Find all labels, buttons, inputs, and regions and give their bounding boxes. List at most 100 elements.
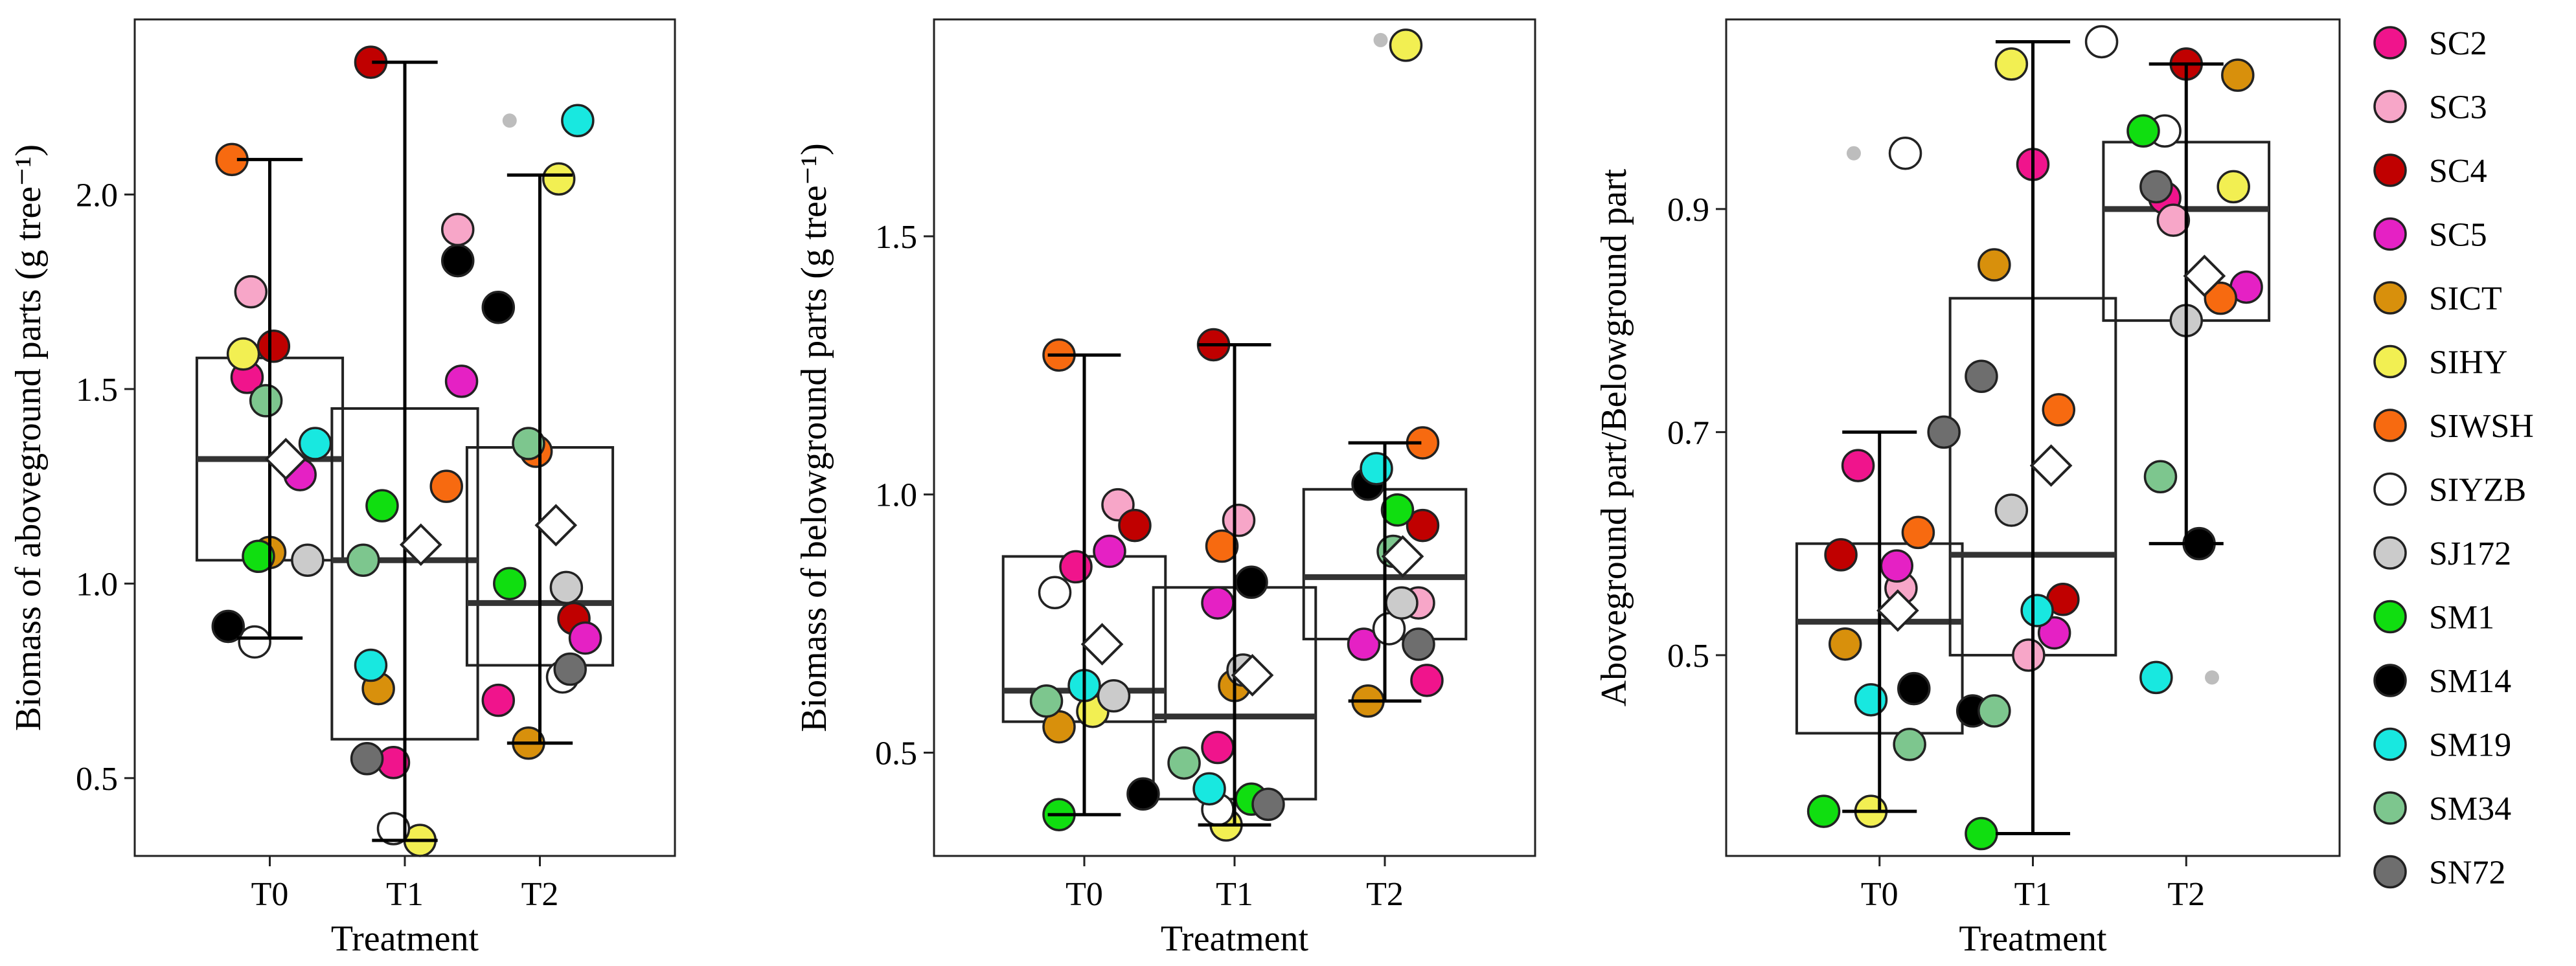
y-tick-label: 1.5 [76, 372, 118, 409]
legend-swatch [2373, 536, 2407, 570]
x-tick-label: T0 [251, 876, 289, 913]
data-point [354, 648, 388, 682]
data-point [2139, 660, 2173, 695]
panel-aboveground: 0.5 1.0 1.5 2.0 T0 T1 T2 Treatment Biomass of ab… [8, 18, 676, 959]
data-point [1235, 565, 1268, 600]
y-tick-label: 1.5 [875, 219, 917, 256]
legend-swatch [2373, 153, 2407, 187]
data-point [1880, 549, 1914, 583]
data-point [1205, 529, 1239, 563]
data-point [1201, 730, 1235, 765]
y-tick-label: 0.9 [1667, 192, 1709, 229]
data-point [1029, 684, 1064, 718]
y-tick-label: 0.5 [1667, 638, 1709, 675]
legend-swatch [2373, 409, 2407, 442]
data-point [440, 212, 475, 247]
data-point [2221, 58, 2255, 92]
legend-swatch [2373, 89, 2407, 124]
data-point [350, 742, 384, 776]
y-tick-label: 1.0 [875, 477, 917, 514]
legend-label: SIHY [2429, 344, 2507, 381]
data-point [1118, 508, 1152, 543]
data-point [238, 625, 271, 659]
data-point [1897, 671, 1931, 706]
data-point [1059, 550, 1093, 584]
data-point [512, 427, 545, 460]
data-point [291, 543, 325, 578]
data-point [1854, 683, 1888, 717]
data-point [249, 384, 283, 418]
data-point [376, 812, 411, 846]
data-point [298, 427, 332, 460]
data-point [1978, 694, 2011, 728]
mean-diamond [534, 504, 578, 547]
legend-swatch [2373, 472, 2407, 506]
data-point [561, 104, 595, 137]
data-point [1994, 47, 2029, 81]
legend-label: SC2 [2429, 25, 2487, 62]
legend-label: SIYZB [2429, 472, 2526, 509]
mean-diamond [264, 438, 308, 480]
data-point [444, 365, 479, 398]
legend-swatch [2373, 26, 2407, 60]
legend-swatch [2373, 855, 2407, 889]
legend-swatch [2373, 791, 2407, 825]
x-tick-label: T2 [2167, 876, 2205, 913]
data-point [1380, 493, 1415, 527]
data-point [1927, 415, 1961, 449]
legend-label: SC3 [2429, 89, 2487, 126]
mean-diamond [1231, 654, 1274, 697]
data-point [1994, 493, 2029, 527]
data-point [2143, 460, 2178, 494]
x-tick-label: T1 [2014, 876, 2052, 913]
mean-diamond [1381, 535, 1424, 578]
data-point [234, 275, 268, 309]
data-point [2012, 638, 2046, 672]
data-point [1402, 627, 1435, 661]
data-point [1126, 777, 1160, 811]
y-tick-label: 0.7 [1667, 414, 1709, 451]
data-point [1360, 452, 1393, 486]
legend-label: SC5 [2429, 217, 2487, 254]
data-point [226, 337, 260, 371]
y-tick-label: 1.0 [76, 566, 118, 603]
x-axis-title: Treatment [1959, 919, 2107, 959]
data-point [1385, 586, 1419, 620]
legend-swatch [2373, 281, 2407, 315]
data-point [2084, 25, 2119, 59]
data-point [1192, 772, 1226, 806]
x-axis-title: Treatment [331, 919, 479, 959]
x-tick-label: T0 [1861, 876, 1898, 913]
data-point [1828, 627, 1862, 661]
data-point [1406, 508, 1440, 543]
y-axis-title: Biomass of aboveground parts (g tree⁻¹) [8, 144, 49, 731]
legend-label: SM19 [2429, 727, 2511, 764]
outlier-point [502, 113, 517, 128]
data-point [1965, 816, 1998, 851]
data-point [1251, 787, 1285, 821]
data-point [2126, 114, 2160, 148]
data-point [1389, 28, 1423, 62]
legend-swatch [2373, 344, 2407, 379]
data-point [2156, 203, 2191, 237]
data-point [211, 609, 245, 644]
data-point [568, 621, 602, 655]
data-point [1807, 794, 1841, 828]
data-point [1841, 449, 1875, 482]
x-tick-label: T2 [521, 876, 559, 913]
data-point [1347, 627, 1381, 661]
data-point [1978, 248, 2011, 282]
legend-label: SM34 [2429, 791, 2511, 827]
outlier-point [1373, 32, 1388, 47]
data-point [481, 683, 516, 717]
data-point [1410, 664, 1444, 697]
mean-diamond [1080, 623, 1124, 666]
data-point [242, 539, 275, 574]
mean-diamond [2029, 444, 2073, 487]
data-point [541, 162, 576, 196]
data-point [1222, 503, 1256, 537]
data-point [1201, 586, 1235, 620]
data-point [1888, 136, 1922, 170]
data-point [365, 489, 399, 522]
y-tick-label: 0.5 [76, 761, 118, 798]
